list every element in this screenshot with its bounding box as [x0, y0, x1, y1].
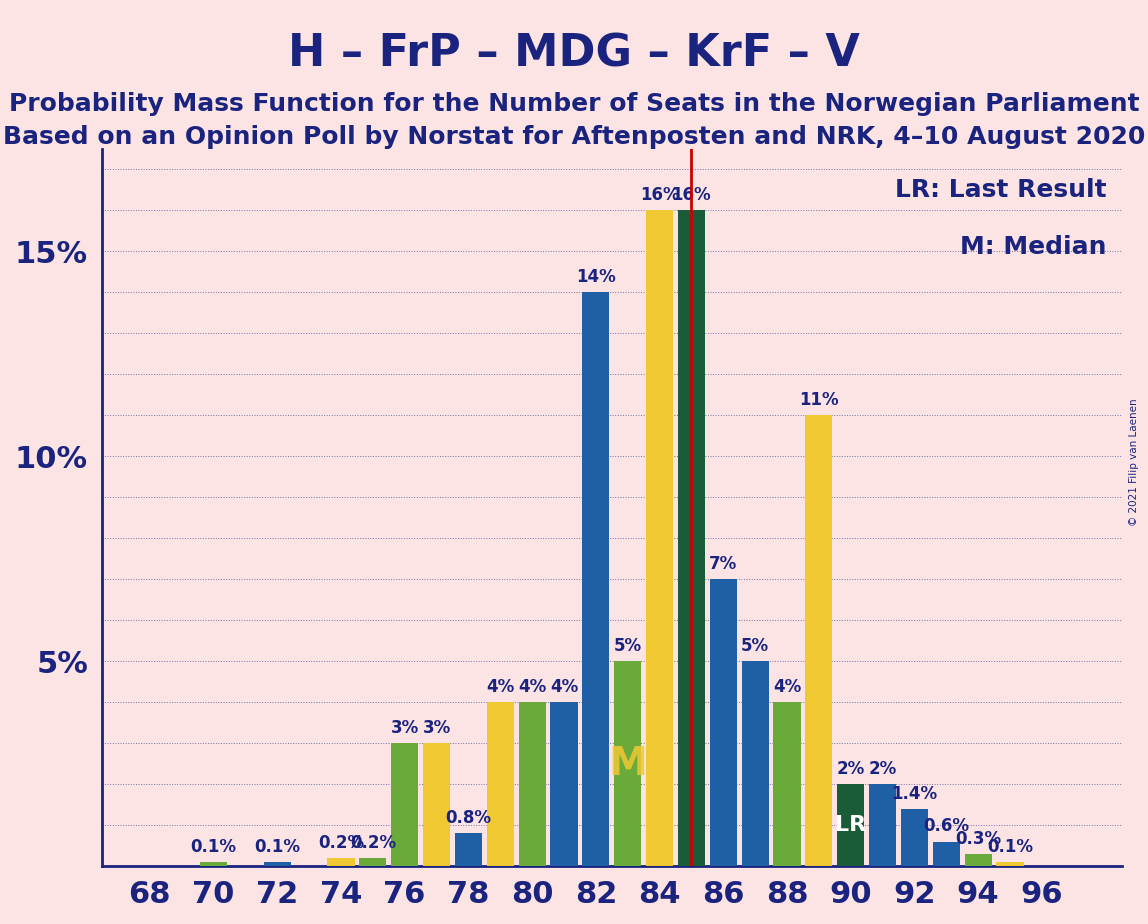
- Text: LR: LR: [835, 815, 867, 835]
- Text: 3%: 3%: [390, 719, 419, 737]
- Text: 7%: 7%: [709, 555, 737, 573]
- Text: 0.1%: 0.1%: [254, 838, 301, 856]
- Text: 16%: 16%: [639, 187, 680, 204]
- Text: 4%: 4%: [518, 678, 546, 696]
- Bar: [582, 292, 610, 866]
- Text: 4%: 4%: [486, 678, 514, 696]
- Bar: [677, 211, 705, 866]
- Text: 4%: 4%: [550, 678, 579, 696]
- Text: M: Median: M: Median: [960, 235, 1107, 259]
- Bar: [964, 854, 992, 866]
- Bar: [837, 784, 864, 866]
- Bar: [550, 702, 577, 866]
- Text: 11%: 11%: [799, 391, 839, 409]
- Text: 0.8%: 0.8%: [445, 809, 491, 827]
- Bar: [901, 808, 928, 866]
- Text: 2%: 2%: [837, 760, 864, 778]
- Bar: [487, 702, 514, 866]
- Text: H – FrP – MDG – KrF – V: H – FrP – MDG – KrF – V: [288, 32, 860, 76]
- Bar: [933, 842, 960, 866]
- Bar: [996, 862, 1024, 866]
- Text: M: M: [608, 745, 647, 783]
- Text: 0.2%: 0.2%: [350, 833, 396, 852]
- Text: 0.3%: 0.3%: [955, 830, 1001, 847]
- Bar: [359, 857, 387, 866]
- Bar: [200, 862, 227, 866]
- Text: 0.2%: 0.2%: [318, 833, 364, 852]
- Bar: [709, 579, 737, 866]
- Bar: [327, 857, 355, 866]
- Bar: [869, 784, 897, 866]
- Text: 0.1%: 0.1%: [191, 838, 236, 856]
- Text: LR: Last Result: LR: Last Result: [894, 177, 1107, 201]
- Bar: [805, 416, 832, 866]
- Bar: [422, 743, 450, 866]
- Text: Based on an Opinion Poll by Norstat for Aftenposten and NRK, 4–10 August 2020: Based on an Opinion Poll by Norstat for …: [2, 125, 1146, 149]
- Text: 5%: 5%: [614, 637, 642, 655]
- Text: 4%: 4%: [773, 678, 801, 696]
- Bar: [455, 833, 482, 866]
- Bar: [519, 702, 545, 866]
- Text: Probability Mass Function for the Number of Seats in the Norwegian Parliament: Probability Mass Function for the Number…: [9, 92, 1139, 116]
- Bar: [774, 702, 800, 866]
- Text: 1.4%: 1.4%: [891, 784, 938, 803]
- Bar: [614, 662, 642, 866]
- Bar: [646, 211, 673, 866]
- Text: © 2021 Filip van Laenen: © 2021 Filip van Laenen: [1128, 398, 1139, 526]
- Bar: [391, 743, 418, 866]
- Text: 3%: 3%: [422, 719, 451, 737]
- Text: 14%: 14%: [576, 268, 615, 286]
- Bar: [742, 662, 769, 866]
- Text: 0.1%: 0.1%: [987, 838, 1033, 856]
- Text: 0.6%: 0.6%: [923, 818, 969, 835]
- Bar: [264, 862, 290, 866]
- Text: 5%: 5%: [742, 637, 769, 655]
- Text: 16%: 16%: [672, 187, 712, 204]
- Text: 2%: 2%: [868, 760, 897, 778]
